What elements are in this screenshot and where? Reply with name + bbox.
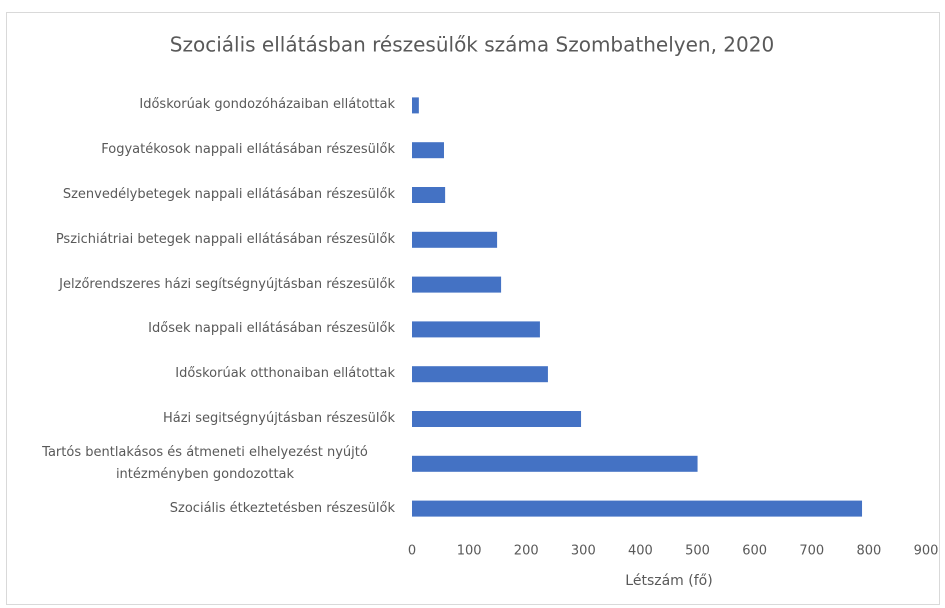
bar <box>412 97 419 114</box>
x-tick-label: 900 <box>914 544 939 559</box>
bar <box>412 366 548 383</box>
y-tick-label: Időskorúak otthonaiban ellátottak <box>175 366 395 382</box>
x-tick-label: 700 <box>799 544 824 559</box>
bar <box>412 455 698 472</box>
bar <box>412 187 446 203</box>
bar <box>412 142 444 159</box>
y-tick-label-box: Jelzőrendszeres házi segítségnyújtásban … <box>10 263 395 307</box>
x-tick-label: 400 <box>628 544 653 559</box>
bar <box>412 321 540 338</box>
x-tick-label: 100 <box>457 544 482 559</box>
bar <box>412 276 502 293</box>
bar <box>412 231 498 248</box>
y-tick-label: Idősek nappali ellátásában részesülők <box>148 321 395 337</box>
x-tick-label: 300 <box>571 544 596 559</box>
x-tick-label: 600 <box>742 544 767 559</box>
x-tick-label: 200 <box>514 544 539 559</box>
y-tick-label-box: Szociális étkeztetésben részesülők <box>10 487 395 531</box>
y-tick-label-box: Tartós bentlakásos és átmeneti elhelyezé… <box>10 442 395 486</box>
y-tick-label-box: Fogyatékosok nappali ellátásában részesü… <box>10 128 395 172</box>
x-axis-title: Létszám (fő) <box>625 573 712 589</box>
x-tick-label: 500 <box>685 544 710 559</box>
y-tick-label-box: Időskorúak gondozóházaiban ellátottak <box>10 83 395 127</box>
y-tick-label: Jelzőrendszeres házi segítségnyújtásban … <box>59 276 395 292</box>
y-tick-label-box: Szenvedélybetegek nappali ellátásában ré… <box>10 173 395 217</box>
y-tick-label: Pszichiátriai betegek nappali ellátásába… <box>55 231 395 247</box>
y-tick-label: Időskorúak gondozóházaiban ellátottak <box>139 97 395 113</box>
y-tick-label-box: Idősek nappali ellátásában részesülők <box>10 307 395 351</box>
y-tick-label-box: Pszichiátriai betegek nappali ellátásába… <box>10 218 395 262</box>
bar <box>412 411 582 427</box>
chart-title: Szociális ellátásban részesülők száma Sz… <box>170 33 774 57</box>
y-tick-label: Házi segitségnyújtásban részesülők <box>162 411 395 426</box>
y-tick-label-box: Időskorúak otthonaiban ellátottak <box>10 352 395 396</box>
bar <box>412 500 863 517</box>
y-tick-label: Szociális étkeztetésben részesülők <box>169 500 395 516</box>
y-tick-label: Tartós bentlakásos és átmeneti elhelyezé… <box>42 444 368 482</box>
y-tick-label: Szenvedélybetegek nappali ellátásában ré… <box>62 187 395 202</box>
y-tick-label: Fogyatékosok nappali ellátásában részesü… <box>101 142 395 158</box>
x-tick-label: 0 <box>408 544 416 559</box>
x-tick-label: 800 <box>856 544 881 559</box>
y-tick-label-box: Házi segitségnyújtásban részesülők <box>10 397 395 441</box>
